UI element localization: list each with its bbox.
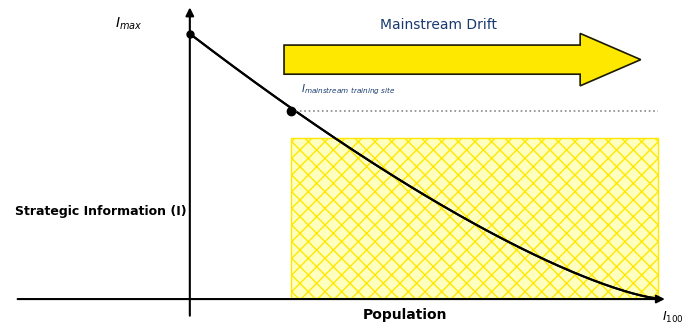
Text: $I_{max}$: $I_{max}$ — [116, 16, 142, 32]
Bar — [291, 138, 658, 298]
Text: Strategic Information (I): Strategic Information (I) — [15, 205, 186, 218]
Text: $I_{100}$: $I_{100}$ — [663, 311, 684, 325]
Text: $I_{mainstream\ training\ site}$: $I_{mainstream\ training\ site}$ — [301, 82, 396, 97]
Text: Mainstream Drift: Mainstream Drift — [380, 18, 497, 32]
Text: Population: Population — [363, 308, 447, 322]
FancyArrow shape — [284, 33, 641, 86]
